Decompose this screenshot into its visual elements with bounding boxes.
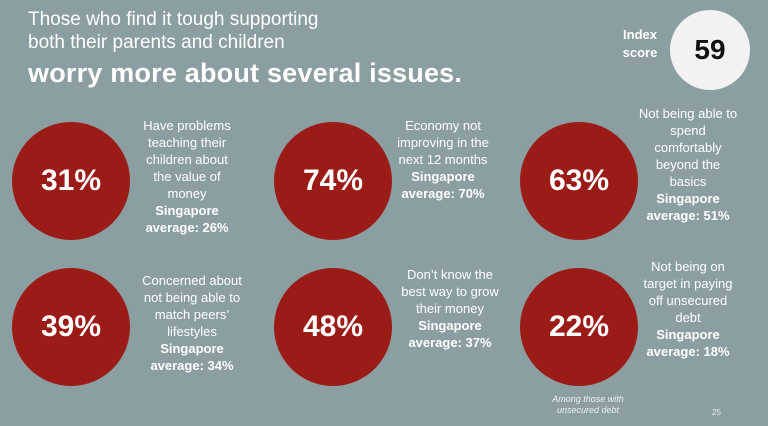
stat-average-label: Singapore — [411, 169, 475, 184]
stat-average-value: average: 51% — [646, 208, 730, 223]
stat-average-value: average: 18% — [646, 344, 730, 359]
stat-average-label: Singapore — [656, 191, 720, 206]
stat-text-lifestyle: Concerned about not being able to match … — [140, 272, 244, 374]
stat-circle-lifestyle: 39% — [12, 268, 130, 386]
stat-circle-debt: 22% — [520, 268, 638, 386]
subtitle-line-2: both their parents and children — [28, 32, 285, 53]
subtitle-line-1: Those who find it tough supporting — [28, 9, 319, 30]
stat-average-label: Singapore — [160, 341, 224, 356]
stat-circle-grow-money: 48% — [274, 268, 392, 386]
stat-average-label: Singapore — [418, 318, 482, 333]
stat-average-value: average: 70% — [401, 186, 485, 201]
stat-text-spending: Not being able to spend comfortably beyo… — [636, 105, 740, 224]
index-score-label: Index score — [622, 27, 658, 60]
page-number: 25 — [712, 408, 721, 417]
index-score-value: 59 — [670, 10, 750, 90]
stat-circle-spending: 63% — [520, 122, 638, 240]
stat-description: Economy not improving in the next 12 mon… — [397, 118, 489, 167]
stat-description: Have problems teaching their children ab… — [143, 118, 231, 201]
stat-average-value: average: 37% — [408, 335, 492, 350]
headline: worry more about several issues. — [28, 58, 463, 88]
stat-average-label: Singapore — [656, 327, 720, 342]
stat-average-label: Singapore — [155, 203, 219, 218]
stat-description: Concerned about not being able to match … — [142, 273, 242, 339]
stat-text-teaching: Have problems teaching their children ab… — [136, 117, 238, 236]
stat-text-debt: Not being on target in paying off unsecu… — [640, 258, 736, 360]
stat-average-value: average: 26% — [145, 220, 229, 235]
footnote-unsecured-debt: Among those with unsecured debt — [552, 394, 624, 415]
stat-description: Not being on target in paying off unsecu… — [643, 259, 733, 325]
stat-description: Not being able to spend comfortably beyo… — [638, 106, 738, 189]
stat-text-economy: Economy not improving in the next 12 mon… — [392, 117, 494, 202]
header: Those who find it tough supporting both … — [28, 8, 462, 90]
stat-text-grow-money: Don’t know the best way to grow their mo… — [396, 266, 504, 351]
stat-circle-teaching: 31% — [12, 122, 130, 240]
stat-circle-economy: 74% — [274, 122, 392, 240]
stat-description: Don’t know the best way to grow their mo… — [401, 267, 499, 316]
stat-average-value: average: 34% — [150, 358, 234, 373]
